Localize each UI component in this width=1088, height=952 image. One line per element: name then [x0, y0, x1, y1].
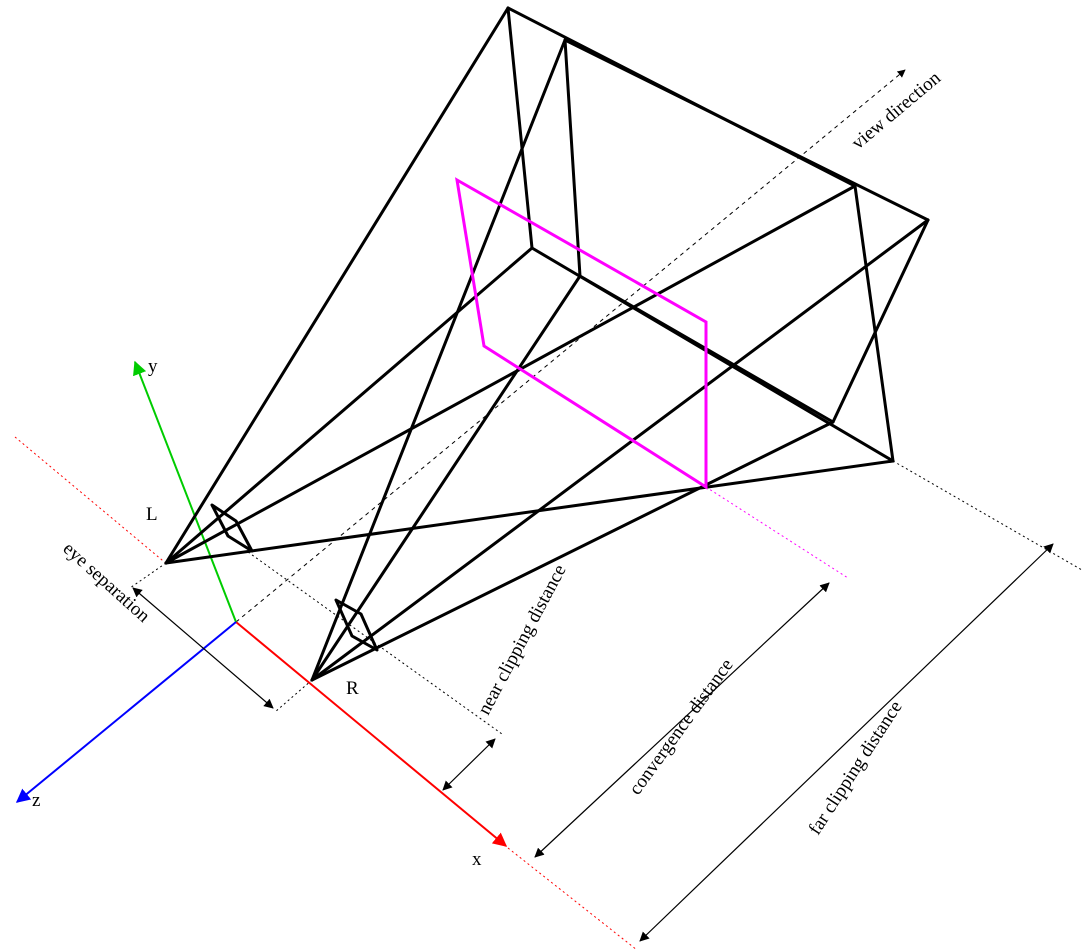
right-eye-frustum: [310, 38, 930, 682]
y-axis: [133, 360, 237, 623]
left-near-plane: [210, 503, 254, 553]
convergence-label: convergence distance: [625, 655, 738, 799]
far-guide-line: [892, 460, 1083, 571]
z-axis: [15, 621, 237, 803]
x-axis-dotted: [14, 436, 169, 566]
left-eye-label: L: [146, 504, 158, 525]
eye-separation-label: eye separation: [59, 538, 155, 627]
convergence-plane: [455, 177, 708, 490]
guide-lines: [129, 69, 1083, 735]
eye-separation-arrow: [132, 587, 274, 709]
x-axis: [14, 436, 638, 951]
x-axis-dotted-tail: [507, 847, 638, 951]
near-clipping-label: near clipping distance: [474, 561, 571, 718]
far-clipping-arrow: [639, 543, 1054, 942]
eye-sep-guide-left: [129, 562, 167, 589]
right-near-plane: [334, 598, 379, 652]
x-axis-solid: [235, 621, 508, 847]
eye-sep-guide-right: [274, 679, 313, 713]
view-direction-line: [235, 69, 906, 623]
convergence-guide-line: [705, 486, 849, 579]
dimension-arrows: [132, 543, 1054, 942]
view-direction-label: view direction: [848, 67, 946, 154]
y-axis-label: y: [148, 356, 158, 377]
x-axis-label: x: [472, 849, 482, 870]
z-axis-label: z: [32, 790, 40, 811]
near-clipping-arrow: [442, 738, 496, 791]
left-eye-frustum: [164, 6, 895, 565]
right-eye-label: R: [346, 678, 359, 699]
